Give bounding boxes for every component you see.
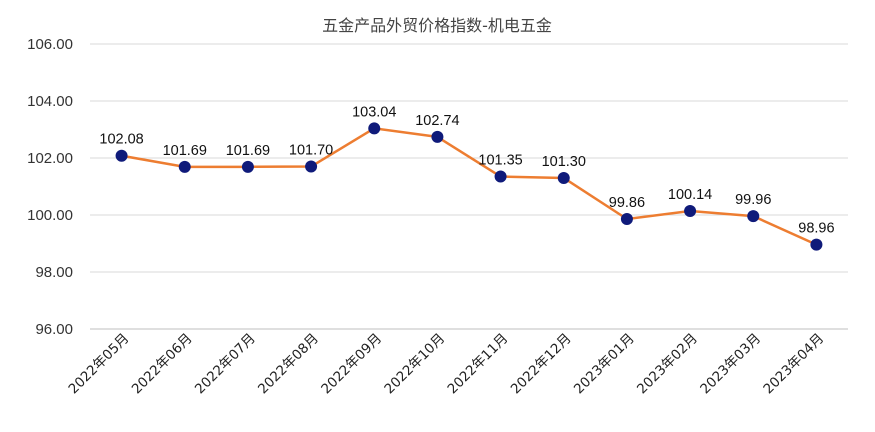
x-tick-label: 2023年04月: [760, 331, 827, 398]
data-label: 101.30: [542, 154, 586, 170]
y-tick-label: 104.00: [27, 93, 73, 110]
data-point: [620, 212, 633, 225]
series-line: [121, 127, 817, 246]
y-tick-label: 96.00: [35, 321, 73, 338]
data-point: [178, 160, 191, 173]
y-axis: 96.00 98.00 100.00 102.00 104.00 106.00: [27, 36, 73, 338]
data-point: [431, 130, 444, 143]
data-label: 100.14: [668, 187, 712, 203]
y-tick-label: 100.00: [27, 207, 73, 224]
x-tick-label: 2022年06月: [129, 331, 196, 398]
data-label: 98.96: [798, 221, 834, 237]
x-tick-label: 2022年09月: [318, 331, 385, 398]
x-tick-label: 2023年03月: [697, 331, 764, 398]
data-point: [747, 210, 760, 223]
data-point: [305, 160, 318, 173]
gridlines: [90, 43, 848, 330]
data-label: 101.70: [289, 143, 333, 159]
series-layer: [115, 122, 823, 251]
x-axis: 2022年05月2022年06月2022年07月2022年08月2022年09月…: [66, 331, 828, 398]
data-point: [810, 238, 823, 251]
data-label: 99.96: [735, 192, 771, 208]
x-tick-label: 2022年08月: [255, 331, 322, 398]
x-tick-label: 2023年02月: [634, 331, 701, 398]
data-label: 101.69: [226, 143, 270, 159]
data-point: [115, 149, 128, 162]
y-tick-label: 102.00: [27, 150, 73, 167]
data-label: 103.04: [352, 104, 396, 120]
y-tick-label: 106.00: [27, 36, 73, 53]
x-tick-label: 2022年07月: [192, 331, 259, 398]
x-tick-label: 2022年10月: [381, 331, 448, 398]
data-label: 101.69: [163, 143, 207, 159]
data-label: 102.08: [99, 132, 143, 148]
data-point: [557, 171, 570, 184]
data-label: 102.74: [415, 113, 459, 129]
data-point: [684, 205, 697, 218]
data-labels: 102.08 101.69 101.69 101.70 103.04 102.74 101.…: [99, 104, 834, 236]
x-tick-label: 2022年05月: [66, 331, 133, 398]
x-tick-label: 2023年01月: [571, 331, 638, 398]
x-tick-label: 2022年11月: [445, 331, 512, 398]
data-point: [368, 122, 381, 135]
y-tick-label: 98.00: [35, 264, 73, 281]
data-point: [241, 160, 254, 173]
chart-title: 五金产品外贸价格指数-机电五金: [322, 16, 552, 35]
data-label: 99.86: [609, 195, 645, 211]
data-label: 101.35: [478, 153, 522, 169]
x-tick-label: 2022年12月: [508, 331, 575, 398]
data-point: [494, 170, 507, 183]
